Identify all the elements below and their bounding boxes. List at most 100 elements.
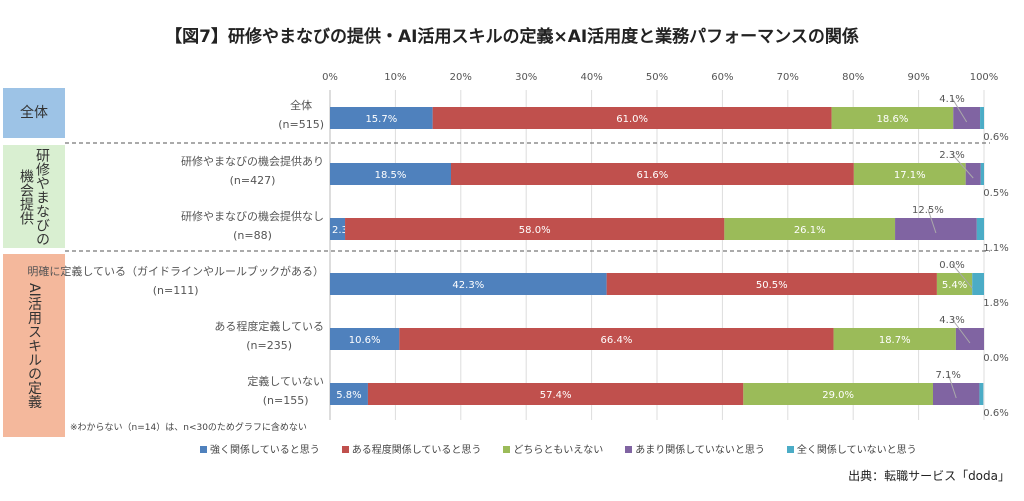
category-label: 全体 (n=515) <box>278 96 324 134</box>
group-label-ai-skill: AI活用スキルの定義 <box>3 254 65 437</box>
legend-swatch <box>503 446 511 453</box>
x-tick-label: 10% <box>384 72 406 83</box>
data-label: 50.5% <box>756 280 788 291</box>
data-label: 1.8% <box>983 298 1008 309</box>
legend-label: どちらともいえない <box>513 445 604 456</box>
category-n: (n=111) <box>152 284 199 297</box>
chart-title: 【図7】研修やまなびの提供・AI活用スキルの定義×AI活用度と業務パフォーマンス… <box>165 27 859 47</box>
legend-label: あまり関係していないと思う <box>635 445 765 456</box>
bar-segment <box>980 163 984 185</box>
category-n: (n=427) <box>229 174 276 187</box>
bar-segment <box>955 328 984 350</box>
x-tick-label: 50% <box>646 72 668 83</box>
bar-segment <box>330 163 451 185</box>
data-label: 15.7% <box>365 114 397 125</box>
bar-segment <box>743 383 933 405</box>
bar-segment <box>831 107 954 129</box>
legend-swatch <box>200 446 207 453</box>
legend-item: 全く関係していないと思う <box>786 441 917 456</box>
category-label: 研修やまなびの機会提供あり (n=427) <box>181 152 324 190</box>
data-label: 57.4% <box>540 390 572 401</box>
bar-segment <box>330 328 400 350</box>
legend-item: あまり関係していないと思う <box>625 441 765 456</box>
data-label: 10.6% <box>349 335 381 346</box>
category-label: 明確に定義している（ガイドラインやルールブックがある） (n=111) <box>27 262 324 300</box>
legend-label: 全く関係していないと思う <box>796 445 917 456</box>
bar-segment <box>980 107 984 129</box>
data-label: 0.6% <box>983 408 1008 419</box>
bar-segment <box>976 218 984 240</box>
category-label: 研修やまなびの機会提供なし (n=88) <box>181 207 324 245</box>
legend-label: ある程度関係していると思う <box>351 445 482 456</box>
x-tick-label: 100% <box>970 72 999 83</box>
bar-segment <box>432 107 832 129</box>
category-label: ある程度定義している (n=235) <box>214 317 324 355</box>
x-tick-label: 0% <box>322 72 338 83</box>
bar-segment <box>833 328 956 350</box>
legend-item: どちらともいえない <box>503 441 603 456</box>
x-tick-label: 30% <box>515 72 537 83</box>
bar-segment <box>606 273 937 295</box>
data-label: 4.1% <box>939 94 964 105</box>
data-label: 26.1% <box>794 225 826 236</box>
x-tick-label: 60% <box>711 72 733 83</box>
x-tick-label: 40% <box>580 72 602 83</box>
data-label: 2.3% <box>939 150 964 161</box>
legend-item: 強く関係していると思う <box>200 441 320 456</box>
legend-label: 強く関係していると思う <box>210 445 320 456</box>
leader-line <box>951 318 971 344</box>
data-label: 0.0% <box>939 260 964 271</box>
data-label: 0.5% <box>983 188 1008 199</box>
data-label: 42.3% <box>452 280 484 291</box>
data-label: 18.6% <box>877 114 909 125</box>
category-name: 明確に定義している（ガイドラインやルールブックがある） <box>27 265 324 278</box>
bar-segment <box>345 218 725 240</box>
legend-swatch <box>341 446 349 453</box>
group-label-overall: 全体 <box>3 88 65 138</box>
category-name: 研修やまなびの機会提供なし <box>181 210 324 223</box>
data-label: 12.5% <box>912 205 944 216</box>
footnote: ※わからない（n=14）は、n<30のためグラフに含めない <box>70 423 307 433</box>
data-label: 29.0% <box>822 390 854 401</box>
data-label: 61.0% <box>616 114 648 125</box>
leader-line <box>951 263 973 289</box>
category-name: 全体 <box>290 99 313 112</box>
bar-segment <box>399 328 834 350</box>
bar-segment <box>965 163 981 185</box>
data-label: 7.1% <box>936 370 961 381</box>
bar-segment <box>932 383 980 405</box>
category-label: 定義していない (n=155) <box>247 372 324 410</box>
bar-segment <box>979 383 984 405</box>
bar-segment <box>853 163 966 185</box>
data-label: 58.0% <box>519 225 551 236</box>
bar-segment <box>724 218 896 240</box>
bar-segment <box>330 107 433 129</box>
data-label: 1.1% <box>983 243 1008 254</box>
leader-line <box>951 97 968 123</box>
bar-segment <box>330 218 346 240</box>
legend-swatch <box>625 446 633 453</box>
data-label: 18.7% <box>879 335 911 346</box>
x-tick-label: 70% <box>777 72 799 83</box>
x-tick-label: 90% <box>907 72 929 83</box>
leader-line <box>947 373 957 399</box>
source: 出典：転職サービス「doda」 <box>848 469 1010 483</box>
data-label: 2.3% <box>332 225 357 236</box>
data-label: 18.5% <box>375 170 407 181</box>
bar-segment <box>330 273 607 295</box>
category-n: (n=155) <box>262 394 309 407</box>
legend-item: ある程度関係していると思う <box>341 441 482 456</box>
bar-segment <box>936 273 973 295</box>
x-tick-label: 20% <box>450 72 472 83</box>
category-name: ある程度定義している <box>214 320 324 333</box>
category-name: 定義していない <box>247 375 324 388</box>
bar-segment <box>330 383 368 405</box>
group-label-training: 研修やまなびの機会提供 <box>3 145 65 248</box>
data-label: 0.6% <box>983 132 1008 143</box>
bar-segment <box>972 273 984 295</box>
legend: 強く関係していると思う ある程度関係していると思う どちらともいえない あまり関係して… <box>200 441 917 456</box>
category-n: (n=88) <box>233 229 272 242</box>
leader-line <box>951 153 974 179</box>
